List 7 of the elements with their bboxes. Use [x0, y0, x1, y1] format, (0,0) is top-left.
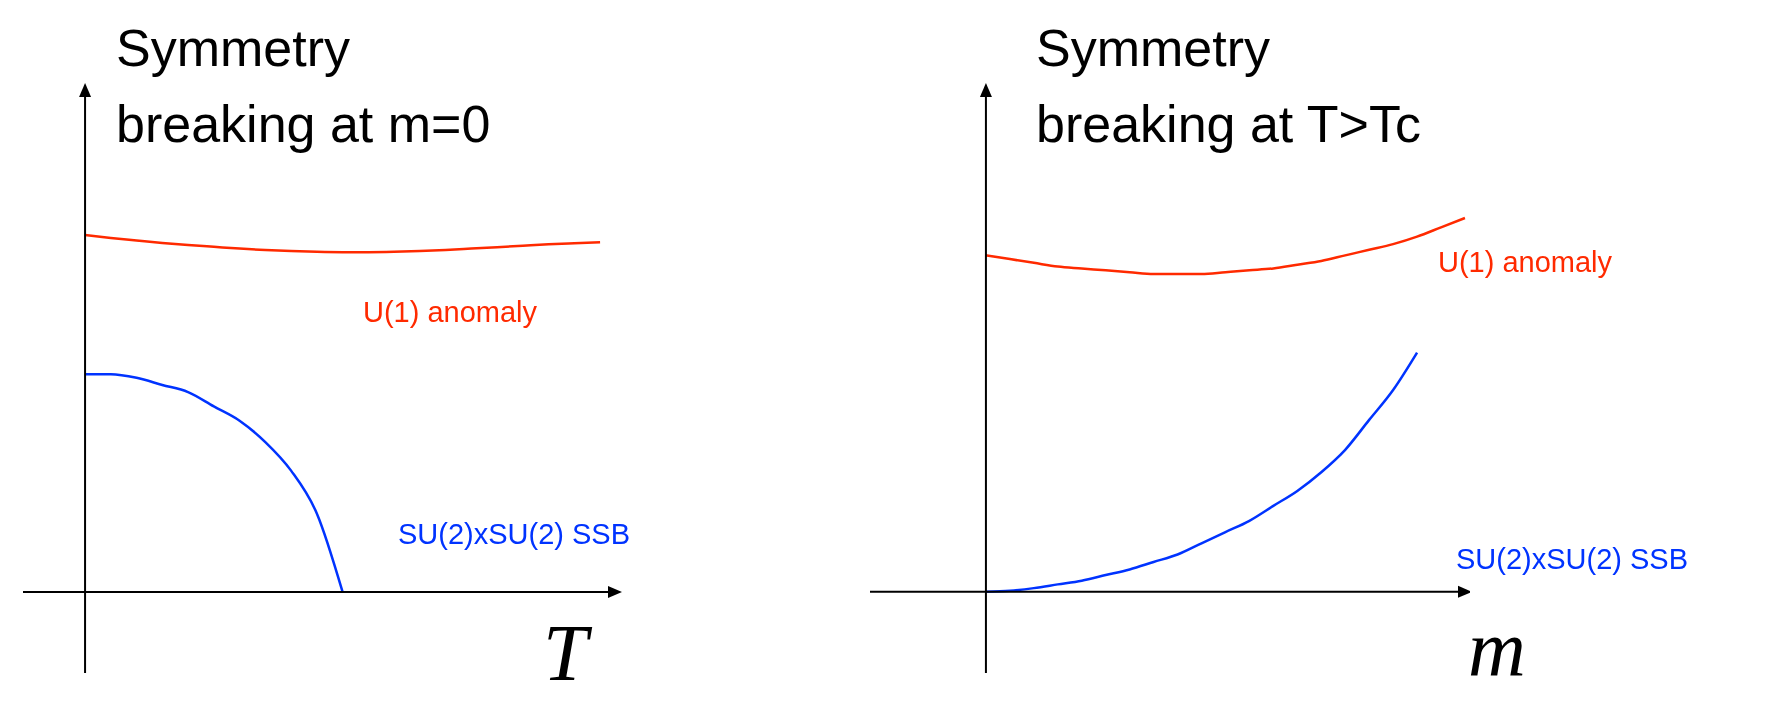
text: SU(2)xSU(2) SSB [398, 518, 631, 551]
x-axis-title: m [1468, 603, 1526, 694]
text: SU(2)xSU(2) SSB [1456, 543, 1689, 576]
chart-title: Symmetry breaking at m=0 [116, 18, 491, 155]
chart-title: Symmetry breaking at T>Tc [1036, 18, 1421, 155]
series-label: U(1) anomaly [1438, 246, 1613, 279]
series-label: U(1) anomaly [363, 296, 538, 329]
